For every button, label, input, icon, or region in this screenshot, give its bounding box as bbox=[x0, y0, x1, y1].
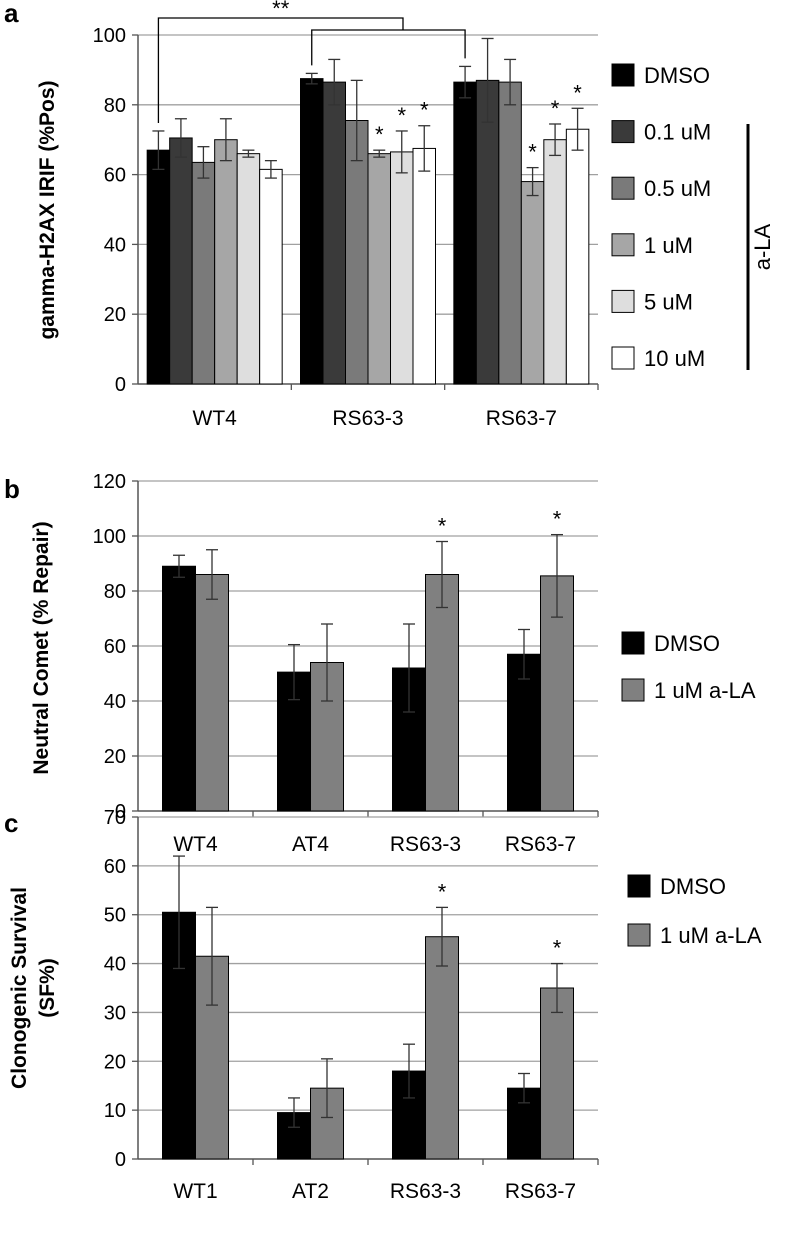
significance-mark: * bbox=[438, 879, 447, 904]
y-tick-label: 40 bbox=[104, 691, 126, 713]
legend-swatch bbox=[627, 923, 651, 947]
y-tick-label: 60 bbox=[104, 165, 126, 187]
comparison-bracket bbox=[311, 29, 466, 66]
legend-label: 0.5 uM bbox=[644, 176, 711, 201]
y-tick-label: 20 bbox=[104, 746, 126, 768]
legend-label: DMSO bbox=[644, 63, 710, 88]
legend-swatch bbox=[611, 63, 635, 87]
legend-label: 1 uM bbox=[644, 233, 693, 258]
legend-swatch bbox=[611, 289, 635, 313]
bar bbox=[214, 139, 238, 385]
significance-mark: * bbox=[573, 80, 582, 105]
legend-label: 5 uM bbox=[644, 289, 693, 314]
legend-swatch bbox=[611, 346, 635, 370]
y-tick-label: 20 bbox=[104, 1051, 126, 1073]
y-axis-label: (SF%) bbox=[36, 958, 59, 1018]
significance-mark: * bbox=[528, 140, 537, 165]
legend-label: 1 uM a-LA bbox=[660, 923, 762, 948]
bar bbox=[520, 181, 545, 385]
x-tick-label: WT4 bbox=[193, 407, 238, 430]
bar bbox=[390, 151, 414, 385]
legend-label: DMSO bbox=[660, 874, 726, 899]
significance-mark: * bbox=[438, 514, 447, 539]
significance-mark: * bbox=[553, 507, 562, 532]
x-tick-label: AT2 bbox=[292, 1180, 329, 1203]
x-tick-label: RS63-7 bbox=[505, 833, 576, 856]
y-tick-label: 100 bbox=[93, 526, 126, 548]
legend-bracket-label: a-LA bbox=[750, 223, 775, 270]
y-tick-label: 70 bbox=[104, 807, 126, 829]
y-tick-label: 60 bbox=[104, 636, 126, 658]
comparison-bracket bbox=[157, 17, 404, 123]
panel-c: 0 10 20 30 40 50 60 70 c Clonogenic Survival (SF%)… bbox=[4, 807, 762, 1203]
legend-label: 10 uM bbox=[644, 346, 705, 371]
y-tick-label: 80 bbox=[104, 95, 126, 117]
y-tick-label: 20 bbox=[104, 304, 126, 326]
y-axis-label: Neutral Comet (% Repair) bbox=[30, 521, 53, 774]
bar bbox=[453, 81, 477, 385]
x-tick-label: RS63-7 bbox=[486, 407, 557, 430]
y-tick-label: 120 bbox=[93, 471, 126, 493]
bar bbox=[191, 161, 216, 385]
legend-swatch bbox=[611, 120, 635, 144]
legend-label: 0.1 uM bbox=[644, 120, 711, 145]
y-axis-label: gamma-H2AX IRIF (%Pos) bbox=[36, 80, 59, 339]
x-tick-label: RS63-3 bbox=[390, 833, 461, 856]
legend-label: 1 uM a-LA bbox=[654, 678, 756, 703]
significance-mark: * bbox=[553, 936, 562, 961]
panel-b: 0 20 40 60 80 100 120 b Neutral Comet (% Repair)… bbox=[4, 471, 756, 856]
x-tick-label: WT1 bbox=[173, 1180, 217, 1203]
legend-swatch bbox=[627, 874, 651, 898]
y-tick-label: 100 bbox=[93, 25, 126, 47]
x-tick-label: RS63-3 bbox=[390, 1180, 461, 1203]
bar bbox=[475, 79, 500, 385]
y-tick-label: 30 bbox=[104, 1002, 126, 1024]
y-axis-label: Clonogenic Survival bbox=[8, 887, 31, 1089]
x-tick-label: WT4 bbox=[173, 833, 218, 856]
legend-swatch bbox=[621, 631, 645, 655]
x-tick-label: RS63-3 bbox=[332, 407, 403, 430]
significance-mark: * bbox=[551, 96, 560, 121]
y-tick-label: 40 bbox=[104, 954, 126, 976]
y-tick-label: 0 bbox=[115, 1149, 126, 1171]
y-tick-label: 80 bbox=[104, 581, 126, 603]
bar bbox=[146, 149, 171, 385]
bar bbox=[367, 153, 391, 385]
bar bbox=[412, 147, 436, 385]
x-tick-label: RS63-7 bbox=[505, 1180, 576, 1203]
bar bbox=[540, 987, 574, 1160]
panel-label: a bbox=[4, 0, 19, 28]
x-tick-label: AT4 bbox=[292, 833, 329, 856]
panel-label: c bbox=[4, 808, 18, 838]
bar bbox=[425, 574, 459, 812]
bar bbox=[162, 565, 196, 812]
significance-mark: * bbox=[375, 122, 384, 147]
bar bbox=[236, 153, 261, 385]
y-tick-label: 50 bbox=[104, 905, 126, 927]
y-tick-label: 60 bbox=[104, 856, 126, 878]
legend-swatch bbox=[611, 233, 635, 257]
significance-mark: * bbox=[397, 103, 406, 128]
bar bbox=[425, 936, 459, 1160]
bar bbox=[322, 81, 346, 385]
panel-label: b bbox=[4, 474, 20, 504]
bar bbox=[565, 128, 590, 385]
y-tick-label: 10 bbox=[104, 1100, 126, 1122]
y-tick-label: 0 bbox=[115, 801, 126, 823]
y-tick-label: 0 bbox=[115, 374, 126, 396]
bar bbox=[259, 168, 283, 385]
bar bbox=[195, 574, 229, 812]
panel-a: 0 20 40 60 80 100 a gamma-H2AX IRIF (%Pos) WT4 RS… bbox=[4, 0, 775, 430]
bar bbox=[543, 139, 567, 385]
legend-label: DMSO bbox=[654, 631, 720, 656]
legend-swatch bbox=[621, 678, 645, 702]
bar bbox=[498, 81, 522, 385]
bar bbox=[169, 137, 193, 385]
y-tick-label: 40 bbox=[104, 234, 126, 256]
comparison-mark: ** bbox=[272, 0, 290, 21]
legend-swatch bbox=[611, 176, 635, 200]
bar bbox=[300, 78, 324, 385]
significance-mark: * bbox=[420, 98, 429, 123]
